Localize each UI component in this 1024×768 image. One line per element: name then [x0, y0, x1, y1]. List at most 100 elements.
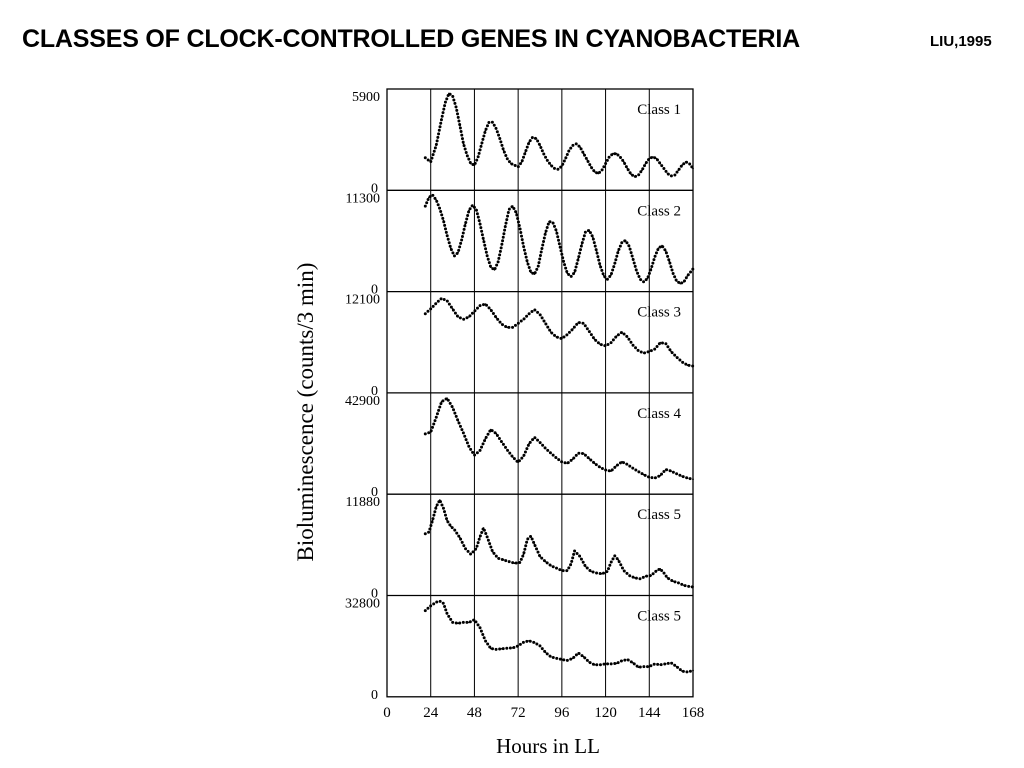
data-point: [595, 250, 598, 252]
data-point: [479, 536, 481, 538]
data-point: [506, 448, 509, 451]
data-point: [571, 144, 574, 147]
data-point: [506, 326, 509, 329]
data-point: [571, 328, 574, 330]
data-point: [646, 277, 649, 280]
data-point: [681, 164, 683, 167]
x-tick-label: 24: [423, 705, 439, 721]
data-point: [522, 455, 525, 457]
data-point: [642, 665, 645, 668]
data-point: [683, 584, 685, 587]
data-point: [446, 397, 448, 400]
data-point: [471, 204, 474, 207]
data-point: [489, 308, 492, 311]
data-point: [495, 432, 498, 435]
panel: 5900 0 Class 1: [352, 90, 695, 196]
data-point: [568, 149, 570, 152]
y-max-label: 11300: [346, 191, 380, 206]
data-point: [526, 538, 529, 541]
data-point: [686, 274, 689, 277]
data-point: [499, 137, 501, 140]
data-point: [626, 463, 629, 466]
x-tick-label: 48: [467, 705, 482, 721]
data-point: [479, 626, 481, 629]
data-point: [544, 231, 547, 234]
data-point: [608, 156, 611, 158]
data-point: [664, 250, 667, 252]
data-point: [657, 247, 660, 250]
data-point: [457, 622, 459, 625]
data-point: [486, 536, 489, 538]
data-point: [440, 297, 443, 300]
data-point: [435, 302, 438, 305]
data-point: [544, 447, 547, 450]
x-tick-label: 96: [554, 705, 570, 721]
data-point: [637, 666, 640, 669]
data-point: [559, 245, 561, 248]
data-point: [672, 580, 674, 583]
data-point: [491, 550, 494, 553]
data-point: [511, 205, 514, 208]
data-point: [626, 167, 629, 170]
data-point: [606, 278, 609, 281]
data-point: [586, 159, 589, 162]
data-point: [537, 265, 540, 268]
data-point: [440, 400, 443, 403]
data-point: [681, 670, 683, 672]
data-point: [659, 341, 662, 344]
data-point: [562, 261, 565, 263]
data-point: [550, 564, 552, 567]
slide-title: CLASSES OF CLOCK-CONTROLLED GENES IN CYA…: [22, 25, 801, 53]
x-tick-label: 0: [383, 705, 391, 721]
data-point: [628, 574, 631, 577]
data-point: [595, 572, 598, 574]
data-point: [513, 562, 516, 565]
data-point: [566, 462, 569, 465]
data-point: [610, 561, 612, 564]
data-point: [566, 333, 569, 336]
data-point: [635, 269, 638, 272]
data-point: [475, 547, 478, 550]
data-point: [519, 227, 521, 230]
x-axis-ticks: 0 24 48 72 96 120 144 168: [383, 705, 704, 721]
data-point: [466, 154, 468, 157]
plot-frame: [386, 88, 694, 698]
data-point: [666, 172, 669, 175]
data-point: [577, 652, 580, 654]
data-point: [602, 274, 605, 277]
data-point: [522, 553, 525, 556]
data-point: [555, 657, 558, 660]
data-point: [539, 441, 541, 444]
data-point: [610, 663, 612, 665]
data-point: [622, 569, 625, 572]
data-point: [524, 151, 527, 153]
data-point: [670, 661, 672, 664]
data-point: [675, 356, 678, 358]
data-point: [570, 275, 572, 278]
data-point: [644, 575, 647, 578]
data-point: [457, 316, 459, 318]
data-point: [530, 535, 532, 538]
panel-label: Class 2: [637, 203, 681, 219]
data-point: [550, 331, 552, 334]
data-point: [566, 659, 569, 662]
data-point: [448, 92, 450, 95]
data-point: [528, 141, 530, 144]
data-point: [681, 475, 683, 478]
y-max-label: 12100: [345, 293, 380, 308]
data-point: [528, 442, 530, 445]
data-point: [659, 568, 662, 570]
data-point: [431, 194, 434, 196]
data-point: [557, 168, 560, 171]
data-point: [504, 225, 507, 227]
data-point: [462, 621, 465, 624]
data-point: [617, 559, 620, 561]
panel-label: Class 5: [637, 609, 681, 625]
data-point: [446, 612, 448, 615]
data-point: [653, 663, 656, 665]
data-point: [477, 156, 479, 158]
series-line: [423, 396, 695, 481]
panel: 32800 0 Class 5: [345, 594, 695, 703]
data-point: [464, 223, 467, 226]
series-line: [423, 496, 695, 589]
